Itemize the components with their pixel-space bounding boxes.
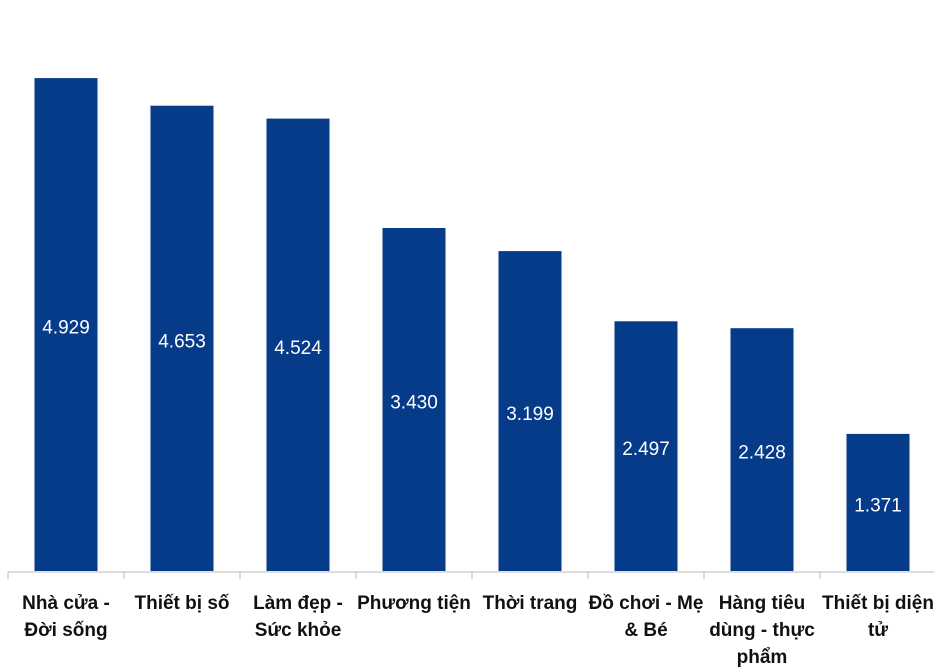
bar <box>34 78 98 571</box>
value-label: 4.524 <box>274 338 322 359</box>
bar <box>498 251 562 571</box>
value-label: 3.199 <box>506 404 554 425</box>
bar <box>150 105 214 571</box>
bar <box>846 433 910 571</box>
bar <box>382 228 446 571</box>
x-tick-label: Làm đẹp - Sức khỏe <box>253 593 343 641</box>
value-label: 2.428 <box>738 443 786 464</box>
bar <box>730 328 794 571</box>
x-tick-label: Đồ chơi - Mẹ & Bé <box>588 593 704 641</box>
x-tick-label: Thiết bị diện tử <box>822 593 934 641</box>
x-tick-label: Phương tiện <box>357 593 471 614</box>
bar <box>614 321 678 571</box>
value-label: 1.371 <box>854 495 902 516</box>
value-label: 3.430 <box>390 393 438 414</box>
x-tick-label: Nhà cửa - Đời sống <box>22 593 110 641</box>
bar <box>266 118 330 571</box>
value-label: 2.497 <box>622 439 670 460</box>
x-tick-label: Thời trang <box>482 593 578 614</box>
x-tick-label: Thiết bị số <box>134 593 230 614</box>
value-label: 4.929 <box>42 318 90 339</box>
value-label: 4.653 <box>158 331 206 352</box>
x-tick-label: Hàng tiêu dùng - thực phẩm <box>709 593 815 668</box>
